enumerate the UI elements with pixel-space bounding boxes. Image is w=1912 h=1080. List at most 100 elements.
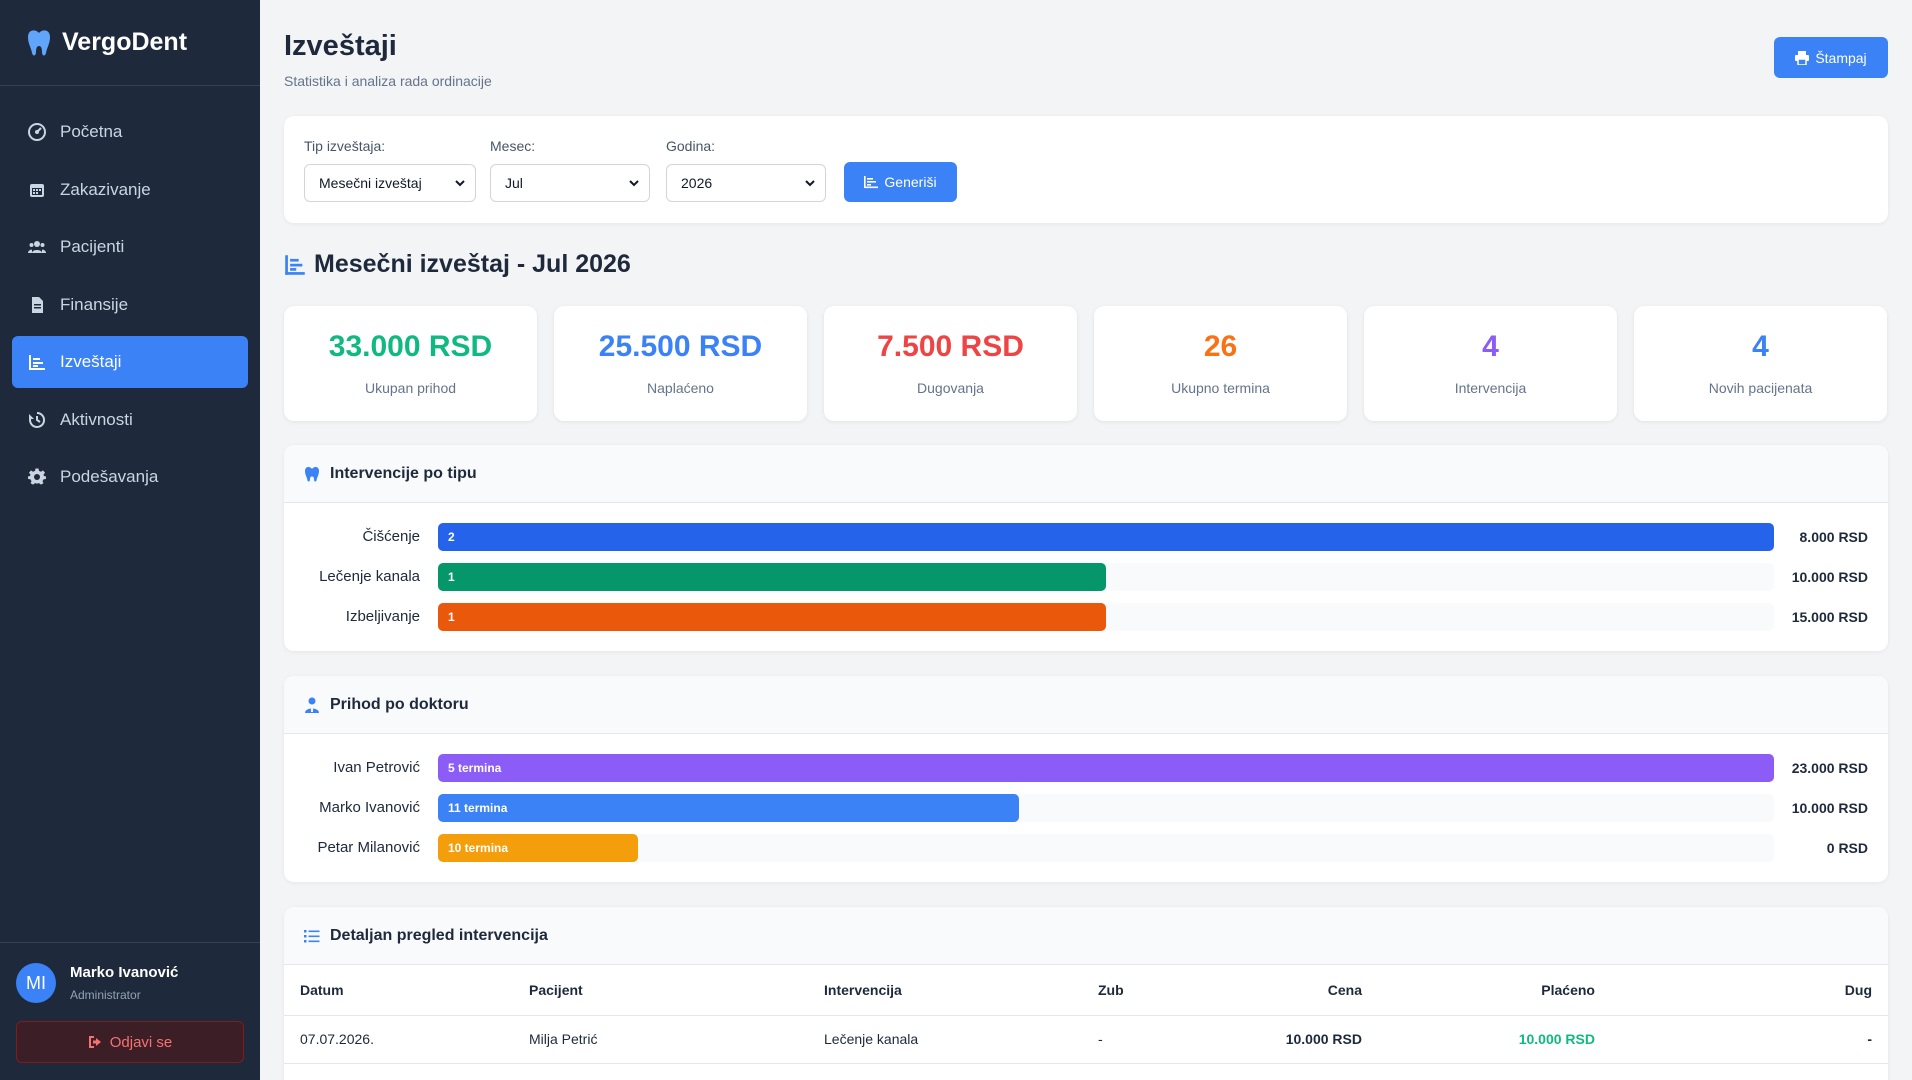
report-type-field: Tip izveštaja: Mesečni izveštaj	[304, 138, 476, 202]
bar-track: 5 termina	[438, 754, 1774, 782]
column-header[interactable]: Intervencija	[808, 965, 1082, 1016]
cell-tooth: -	[1082, 1015, 1212, 1064]
cell-intervention: Lečenje kanala	[808, 1015, 1082, 1064]
user-panel: MI Marko Ivanović Administrator Odjavi s…	[0, 942, 260, 1080]
year-select[interactable]: 2026	[666, 164, 826, 202]
gear-icon	[28, 468, 46, 485]
doctor-icon	[305, 697, 319, 713]
sidebar-item-finansije[interactable]: Finansije	[12, 279, 248, 331]
chevron-down-icon	[629, 180, 639, 187]
invoice-icon	[32, 296, 43, 313]
stat-card-appointments: 26 Ukupno termina	[1094, 306, 1347, 421]
stat-value: 4	[1482, 330, 1499, 363]
intervention-row: Izbeljivanje 1 15.000 RSD	[284, 603, 1888, 631]
bar-label: Lečenje kanala	[319, 568, 420, 585]
report-title-text: Mesečni izveštaj - Jul 2026	[314, 250, 631, 278]
stat-card-total-income: 33.000 RSD Ukupan prihod	[284, 306, 537, 421]
month-label: Mesec:	[490, 138, 536, 154]
bar-fill: 10 termina	[438, 834, 638, 862]
bar-label: Marko Ivanović	[319, 799, 420, 816]
bar-amount: 10.000 RSD	[1791, 569, 1868, 585]
printer-icon	[1795, 50, 1810, 65]
sidebar-item-pocetna[interactable]: Početna	[12, 106, 248, 158]
year-label: Godina:	[666, 138, 716, 154]
bar-amount: 0 RSD	[1826, 840, 1868, 856]
bar-track: 10 termina	[438, 834, 1774, 862]
bar-amount: 10.000 RSD	[1791, 800, 1868, 816]
sidebar-item-pacijenti[interactable]: Pacijenti	[12, 221, 248, 273]
column-header[interactable]: Cena	[1212, 965, 1378, 1016]
stat-label: Intervencija	[1454, 380, 1527, 396]
panel-header: Prihod po doktoru	[284, 676, 1888, 734]
table-row[interactable]: 07.07.2026. Milja Petrić Lečenje kanala …	[284, 1015, 1888, 1064]
stat-value: 7.500 RSD	[877, 330, 1024, 363]
stat-card-debts: 7.500 RSD Dugovanja	[824, 306, 1077, 421]
panel-header: Detaljan pregled intervencija	[284, 907, 1888, 965]
print-button[interactable]: Štampaj	[1774, 37, 1888, 78]
bar-label: Petar Milanović	[317, 839, 420, 856]
details-panel: Detaljan pregled intervencija Datum Paci…	[284, 907, 1888, 1080]
users-icon	[28, 241, 46, 253]
column-header[interactable]: Zub	[1082, 965, 1212, 1016]
generate-button[interactable]: Generiši	[844, 162, 957, 202]
stat-label: Ukupno termina	[1171, 380, 1270, 396]
bar-amount: 23.000 RSD	[1791, 760, 1868, 776]
intervention-row: Lečenje kanala 1 10.000 RSD	[284, 563, 1888, 591]
bar-track: 2	[438, 523, 1774, 551]
stat-label: Ukupan prihod	[364, 380, 457, 396]
cell-price: 10.000 RSD	[1212, 1015, 1378, 1064]
doctor-row: Ivan Petrović 5 termina 23.000 RSD	[284, 754, 1888, 782]
bar-amount: 8.000 RSD	[1799, 529, 1868, 545]
sidebar-item-aktivnosti[interactable]: Aktivnosti	[12, 394, 248, 446]
report-type-label: Tip izveštaja:	[304, 138, 386, 154]
year-field: Godina: 2026	[666, 138, 826, 202]
sidebar-item-podesavanja[interactable]: Podešavanja	[12, 451, 248, 503]
brand[interactable]: VergoDent	[0, 0, 260, 86]
doctors-panel: Prihod po doktoru Ivan Petrović 5 termin…	[284, 676, 1888, 882]
bar-track: 1	[438, 563, 1774, 591]
page-title: Izveštaji	[284, 30, 397, 62]
history-icon	[29, 411, 46, 428]
user-name: Marko Ivanović	[70, 964, 179, 981]
stat-label: Dugovanja	[917, 380, 984, 396]
filters-card: Tip izveštaja: Mesečni izveštaj Mesec: J…	[284, 116, 1888, 223]
stat-label: Novih pacijenata	[1708, 380, 1813, 396]
column-header[interactable]: Pacijent	[513, 965, 808, 1016]
interventions-panel: Intervencije po tipu Čišćenje 2 8.000 RS…	[284, 445, 1888, 651]
cell-debt	[1611, 1063, 1888, 1080]
panel-title: Intervencije po tipu	[330, 464, 477, 482]
report-type-select[interactable]: Mesečni izveštaj	[304, 164, 476, 202]
avatar[interactable]: MI	[16, 963, 56, 1003]
month-select[interactable]: Jul	[490, 164, 650, 202]
tooth-icon	[305, 466, 319, 482]
stat-value: 26	[1203, 330, 1238, 363]
column-header[interactable]: Datum	[284, 965, 513, 1016]
sidebar-item-label: Finansije	[60, 294, 129, 314]
bar-label: Ivan Petrović	[333, 759, 420, 776]
cell-patient: Milja Petrić	[513, 1015, 808, 1064]
logout-label: Odjavi se	[109, 1033, 173, 1051]
sidebar-nav: Početna Zakazivanje Pacijenti Finansije …	[0, 106, 260, 503]
doctor-row: Marko Ivanović 11 termina 10.000 RSD	[284, 794, 1888, 822]
chevron-down-icon	[455, 180, 465, 187]
main-content: Izveštaji Statistika i analiza rada ordi…	[260, 0, 1912, 1080]
bar-fill: 1	[438, 603, 1106, 631]
panel-title: Detaljan pregled intervencija	[330, 926, 548, 944]
bar-track: 1	[438, 603, 1774, 631]
sidebar-item-izvestaji[interactable]: Izveštaji	[12, 336, 248, 388]
chart-icon	[285, 254, 305, 275]
logout-button[interactable]: Odjavi se	[16, 1021, 244, 1063]
sidebar-item-zakazivanje[interactable]: Zakazivanje	[12, 164, 248, 216]
bar-amount: 15.000 RSD	[1791, 609, 1868, 625]
cell-date: 07.07.2026.	[284, 1015, 513, 1064]
month-field: Mesec: Jul	[490, 138, 650, 202]
cell-tooth	[1082, 1063, 1212, 1080]
chart-icon	[864, 176, 879, 189]
report-title: Mesečni izveštaj - Jul 2026	[284, 250, 631, 279]
bar-label: Čišćenje	[362, 528, 420, 545]
dashboard-icon	[28, 123, 46, 141]
column-header[interactable]: Dug	[1611, 965, 1888, 1016]
table-row[interactable]	[284, 1063, 1888, 1080]
column-header[interactable]: Plaćeno	[1378, 965, 1611, 1016]
sidebar-item-label: Aktivnosti	[60, 409, 133, 429]
